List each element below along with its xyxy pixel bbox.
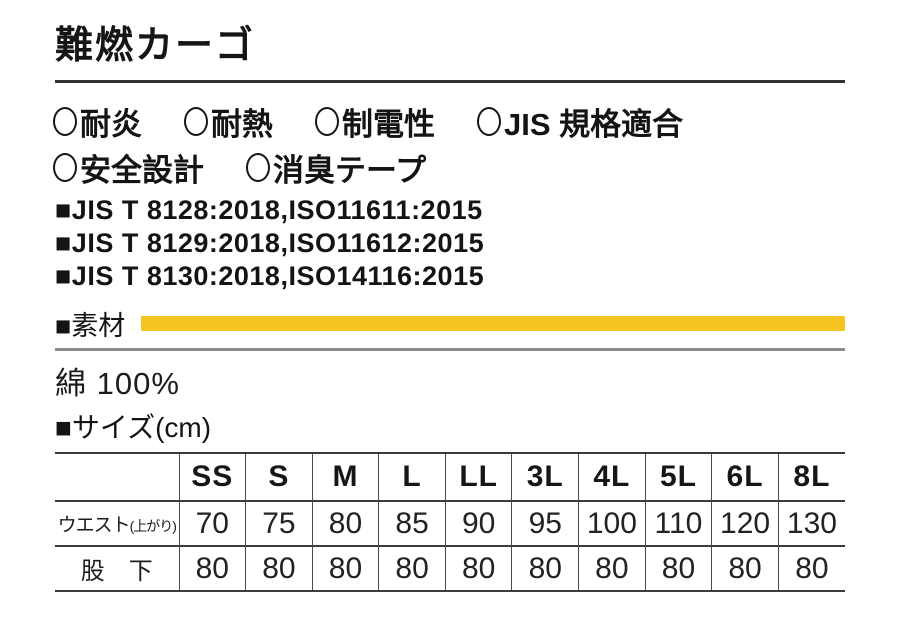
size-col-header: LL [444,453,512,501]
size-col-header: M [311,453,379,501]
circle-outline-icon [246,153,270,182]
feature-row-2: 安全設計 消臭テープ [53,149,683,188]
size-cell: 80 [245,546,313,591]
size-section-heading: ■サイズ(cm) [55,412,212,443]
size-col-header: 4L [578,453,646,501]
feature-row-1: 耐炎 耐熱 制電性 JIS 規格適合 [53,103,683,142]
size-col-header: SS [178,453,246,501]
circle-outline-icon [477,107,501,136]
size-cell: 100 [578,501,646,546]
size-cell: 80 [378,546,446,591]
size-cell: 80 [311,501,379,546]
size-row-label: ウエスト(上がり) [57,515,177,536]
material-divider [55,348,845,351]
size-col-header: L [378,453,446,501]
circle-outline-icon [53,153,77,182]
size-cell: 85 [378,501,446,546]
size-cell: 95 [511,501,579,546]
circle-outline-icon [184,107,208,136]
size-col-header: 8L [777,453,845,501]
standard-line: ■JIS T 8129:2018,ISO11612:2015 [55,228,485,258]
feature-label: 制電性 [342,107,435,142]
size-table-row: ウエスト(上がり) 70 75 80 85 90 95 100 110 120 130 [55,501,845,546]
yellow-accent-bar [141,315,845,331]
feature-label: 耐熱 [211,107,273,142]
size-cell: 80 [711,546,779,591]
size-cell: 80 [311,546,379,591]
size-col-header: 3L [511,453,579,501]
size-cell: 70 [178,501,246,546]
size-col-header: 6L [711,453,779,501]
size-cell: 80 [444,546,512,591]
standard-line: ■JIS T 8130:2018,ISO14116:2015 [55,261,485,291]
material-value: 綿 100% [55,366,180,401]
size-row-label: 股 下 [80,558,153,585]
feature-label: 消臭テープ [273,153,427,188]
feature-item-deodorant-tape: 消臭テープ [246,145,426,190]
size-cell: 80 [644,546,712,591]
size-table-row: 股 下 80 80 80 80 80 80 80 80 80 80 [55,546,845,591]
size-table-body: ウエスト(上がり) 70 75 80 85 90 95 100 110 120 130 股 下 80 80… [55,501,845,591]
size-cell: 80 [511,546,579,591]
standards-list: ■JIS T 8128:2018,ISO11611:2015 ■JIS T 81… [55,194,484,293]
feature-item-jis-compliant: JIS 規格適合 [477,99,683,144]
page-title: 難燃カーゴ [55,25,256,67]
size-cell: 110 [644,501,712,546]
feature-item-flame-resistance: 耐炎 [53,99,142,144]
size-corner-cell [55,453,179,501]
feature-item-safety-design: 安全設計 [53,145,204,190]
feature-item-antistatic: 制電性 [315,99,435,144]
circle-outline-icon [315,107,339,136]
standard-line: ■JIS T 8128:2018,ISO11611:2015 [55,195,483,225]
size-col-header: 5L [644,453,712,501]
size-cell: 120 [711,501,779,546]
size-cell: 80 [178,546,246,591]
size-table-container: SS S M L LL 3L 4L 5L 6L 8L ウエスト(上がり) 70 75 80 85 90 95 1… [55,452,845,592]
size-cell: 130 [777,501,845,546]
feature-label: JIS 規格適合 [504,107,684,142]
size-table-head-row: SS S M L LL 3L 4L 5L 6L 8L [55,453,845,501]
title-divider [55,80,845,83]
circle-outline-icon [53,107,77,136]
feature-label: 安全設計 [80,153,204,188]
size-cell: 90 [444,501,512,546]
size-table: SS S M L LL 3L 4L 5L 6L 8L ウエスト(上がり) 70 75 80 85 90 95 1… [55,452,845,592]
size-cell: 75 [245,501,313,546]
feature-list: 耐炎 耐熱 制電性 JIS 規格適合 安全設計 消臭テープ [53,103,683,188]
size-cell: 80 [578,546,646,591]
material-heading: ■素材 [55,310,126,341]
feature-label: 耐炎 [80,107,142,142]
size-cell: 80 [777,546,845,591]
material-section-header: ■素材 [55,306,845,341]
size-col-header: S [245,453,313,501]
feature-item-heat-resistance: 耐熱 [184,99,273,144]
